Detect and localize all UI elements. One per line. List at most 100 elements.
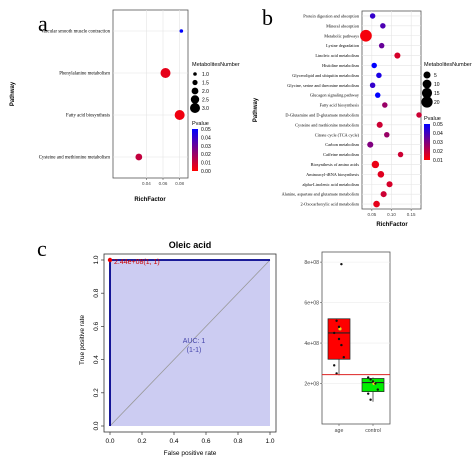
roc-x-tick-label: 0.4 [169, 438, 178, 445]
jitter-point [367, 392, 370, 395]
roc-x-tick-label: 0.2 [137, 438, 146, 445]
roc-y-tick-label: 0.8 [93, 288, 100, 297]
data-point [371, 160, 380, 169]
size-legend-dot [190, 103, 200, 113]
category-label: alpha-Linolenic acid metabolism [302, 182, 359, 187]
data-point [382, 102, 388, 108]
roc-threshold-point [107, 257, 113, 263]
data-point [384, 132, 390, 138]
data-point [367, 141, 374, 148]
category-label: Lysine degradation [326, 43, 360, 48]
size-legend-dot [190, 95, 200, 104]
panel-label-c: c [37, 236, 47, 261]
box-y-tick-label: 8e+08 [304, 260, 319, 266]
panel-a-color-legend: 0.05 0.04 0.03 0.02 0.01 0.00 [201, 127, 211, 175]
category-label: Aminoacyl-tRNA biosynthesis [306, 172, 359, 177]
panel-a-points [135, 29, 185, 161]
category-label: Histidine metabolism [322, 63, 360, 68]
panel-a-ylabel: Pathway [10, 81, 16, 106]
roc-x-tick-label: 1.0 [265, 438, 274, 445]
roc-title: Oleic acid [169, 240, 212, 250]
jitter-point [340, 343, 343, 347]
size-legend-dot [421, 87, 433, 99]
category-label: D-Glutamine and D-glutamate metabolism [285, 112, 359, 117]
size-legend-label: 2.0 [202, 89, 209, 95]
box-marks [322, 262, 390, 402]
jitter-point [369, 378, 372, 381]
category-label: Glycerolipid and ubiquitin metabolism [292, 73, 359, 78]
roc-x-ticks: 0.0 0.2 0.4 0.6 0.8 1.0 [105, 432, 275, 445]
panel-a-xlabel: RichFactor [134, 197, 166, 203]
size-legend-label: 15 [434, 91, 440, 97]
roc-x-tick-label: 0.0 [105, 438, 114, 445]
data-point [179, 29, 184, 33]
size-legend-dot [192, 79, 198, 86]
category-label: Protein digestion and absorption [303, 13, 360, 18]
roc-x-tick-label: 0.8 [233, 438, 242, 445]
data-point [376, 121, 383, 128]
panel-a-colorbar [192, 129, 198, 171]
jitter-point [337, 337, 341, 341]
jitter-point [333, 364, 336, 367]
roc-xlabel: False positive rate [164, 450, 217, 457]
panel-b-size-legend: 5 10 15 20 [421, 71, 440, 108]
x-tick-label: 0.15 [407, 212, 416, 217]
category-label: Glycine, serine and threonine metabolism [287, 83, 359, 89]
panel-b-color-legend-title: Pvalue [424, 116, 441, 122]
box-x-tick-label: age [335, 428, 344, 434]
data-point [380, 23, 386, 29]
data-point [360, 29, 372, 42]
data-point [369, 82, 376, 88]
panel-b-size-legend-title: MetabolitesNumber [424, 62, 472, 68]
roc-threshold-label: 2.44e+08(1, 1) [114, 259, 160, 266]
data-point [394, 52, 401, 59]
color-legend-label: 0.04 [433, 131, 443, 137]
category-label: Fatty acid biosynthesis [66, 114, 110, 119]
size-legend-dot [193, 72, 197, 76]
category-label: Biosynthesis of amino acids [311, 162, 360, 167]
size-legend-dot [191, 87, 199, 95]
color-legend-label: 0.01 [433, 158, 443, 164]
category-label: Cysteine and methionine metabolism [295, 122, 360, 127]
size-legend-label: 2.5 [202, 98, 209, 104]
jitter-point [340, 262, 343, 266]
size-legend-dot [421, 96, 433, 108]
roc-x-tick-label: 0.6 [201, 438, 210, 445]
category-label: Carbon metabolism [325, 142, 359, 147]
color-legend-label: 0.03 [201, 144, 211, 150]
color-legend-label: 0.00 [201, 169, 211, 175]
category-label: Metabolic pathways [324, 33, 359, 38]
data-point [397, 151, 404, 158]
data-point [374, 92, 381, 98]
panel-b-ylabel: Pathway [253, 97, 259, 122]
data-point [369, 13, 376, 19]
box-x-ticks: age control [335, 424, 381, 434]
panel-b-xlabel: RichFactor [376, 222, 408, 228]
panel-b-points [360, 13, 422, 208]
data-point [160, 68, 171, 78]
data-point [135, 153, 143, 161]
jitter-point [337, 325, 341, 329]
color-legend-label: 0.05 [433, 122, 443, 128]
panel-a-plot-border [112, 9, 189, 179]
data-point [376, 72, 382, 79]
x-tick-label: 0.06 [159, 181, 168, 186]
category-label: Citrate cycle (TCA cycle) [315, 132, 360, 137]
x-tick-label: 0.05 [367, 212, 376, 217]
color-legend-label: 0.04 [201, 135, 211, 141]
panel-label-b: b [262, 5, 273, 30]
x-tick-label: 0.08 [175, 181, 184, 186]
data-point [378, 42, 385, 49]
panel-a-dotplot: Vascular smooth muscle contraction Phenyl… [10, 9, 240, 203]
color-legend-label: 0.01 [201, 161, 211, 167]
jitter-point [374, 382, 377, 385]
jitter-point [369, 398, 372, 401]
panel-a-x-ticks: 0.04 0.06 0.08 [142, 178, 185, 186]
box-y-tick-label: 2e+08 [304, 381, 319, 387]
category-label: Glucagon signaling pathway [310, 93, 360, 98]
panel-b-category-labels: Protein digestion and absorption Mineral … [282, 13, 360, 206]
color-legend-label: 0.05 [201, 127, 211, 133]
data-point [380, 191, 387, 198]
panel-a-color-legend-title: Pvalue [192, 121, 209, 127]
